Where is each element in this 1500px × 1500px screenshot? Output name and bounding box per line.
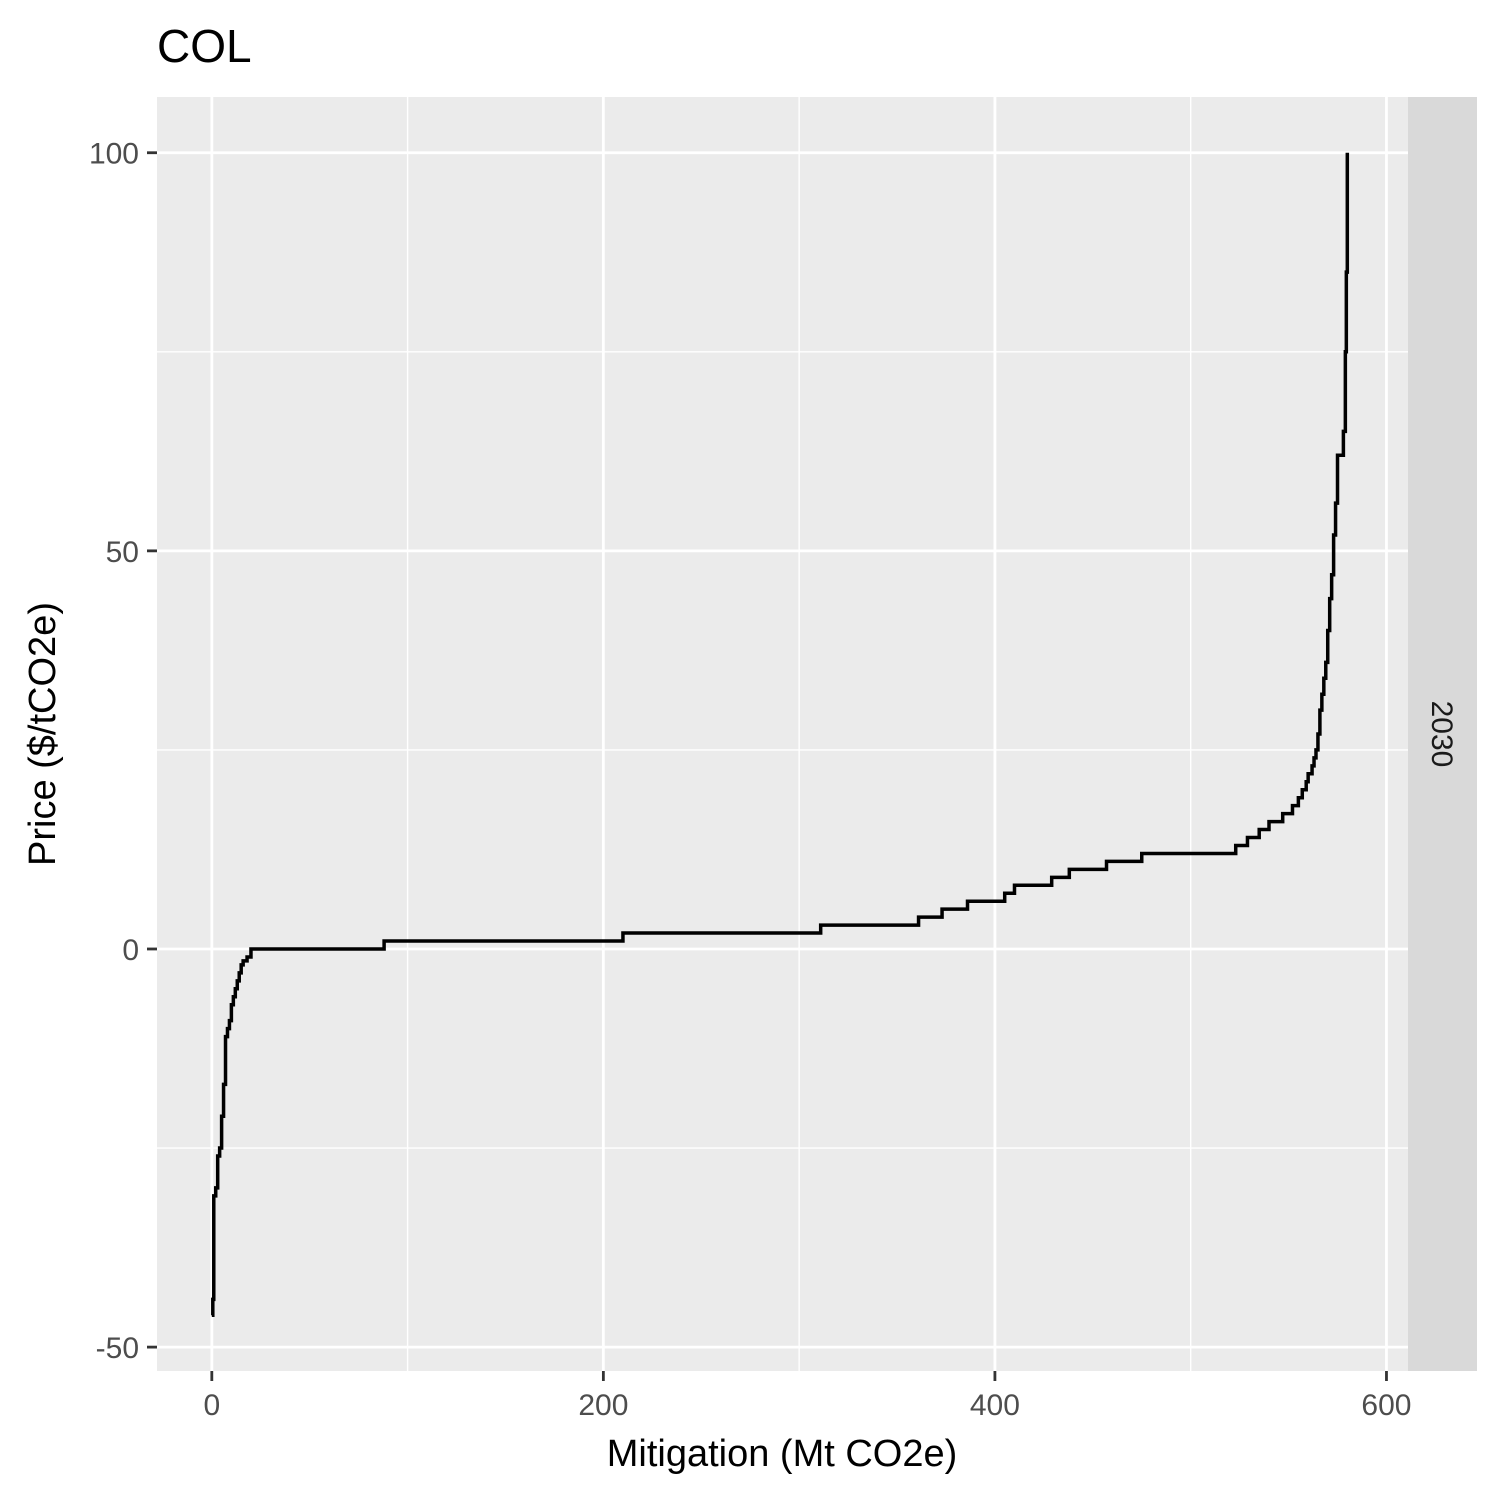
facet-strip [1408, 97, 1477, 1371]
minor-gridlines [157, 97, 1408, 1371]
x-tick-label: 600 [1361, 1389, 1411, 1422]
y-axis-title: Price ($/tCO2e) [22, 602, 64, 866]
x-axis: 0 200 400 600 [203, 1371, 1411, 1422]
facet-strip-label: 2030 [1425, 701, 1458, 768]
y-tick-label: -50 [96, 1332, 139, 1365]
chart-title: COL [157, 20, 252, 72]
x-tick-label: 0 [203, 1389, 220, 1422]
y-axis: -50 0 50 100 [89, 138, 157, 1365]
x-tick-label: 400 [970, 1389, 1020, 1422]
cost-curve-line [211, 152, 1350, 1318]
x-tick-label: 200 [578, 1389, 628, 1422]
x-axis-title: Mitigation (Mt CO2e) [607, 1433, 958, 1475]
y-tick-label: 0 [122, 934, 139, 967]
y-tick-label: 100 [89, 138, 139, 171]
plot-panel [157, 97, 1408, 1371]
y-tick-label: 50 [106, 536, 139, 569]
